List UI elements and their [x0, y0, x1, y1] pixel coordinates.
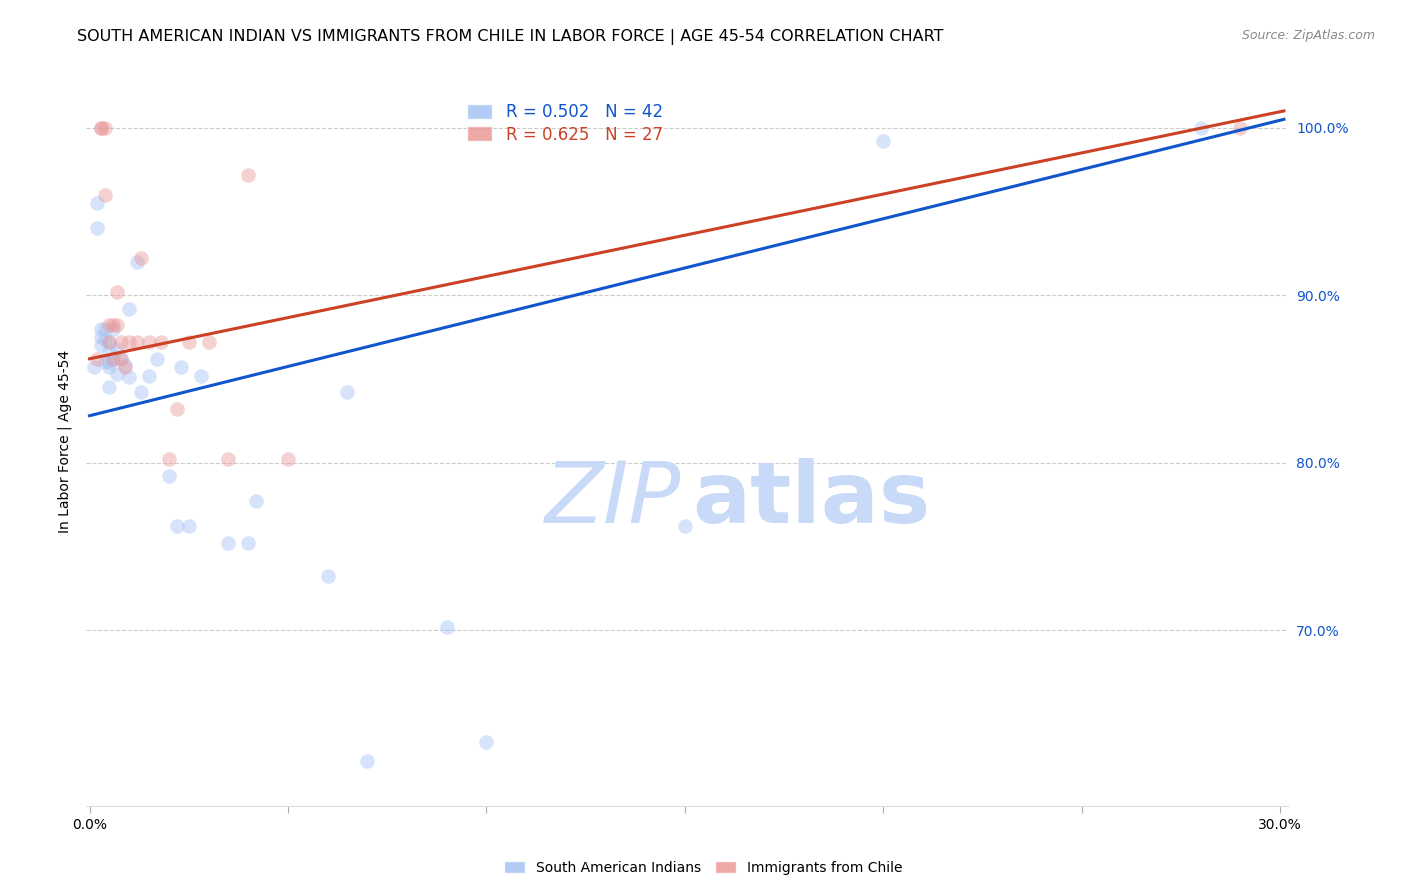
- Point: [103, 351, 125, 366]
- Point: [103, 318, 125, 333]
- Point: [86, 351, 108, 366]
- Point: [129, 385, 152, 400]
- Point: [98, 380, 121, 394]
- Point: [98, 334, 121, 349]
- Point: [277, 452, 299, 467]
- Point: [98, 345, 121, 359]
- Point: [86, 221, 108, 235]
- Point: [127, 254, 149, 268]
- Point: [110, 351, 132, 366]
- Point: [103, 351, 125, 366]
- Point: [103, 321, 125, 335]
- Text: atlas: atlas: [693, 458, 931, 541]
- Point: [110, 334, 132, 349]
- Point: [129, 252, 152, 266]
- Point: [166, 519, 188, 533]
- Point: [98, 355, 121, 369]
- Point: [90, 321, 112, 335]
- Point: [356, 754, 378, 768]
- Point: [149, 334, 172, 349]
- Point: [1229, 120, 1251, 135]
- Point: [336, 385, 359, 400]
- Point: [157, 469, 180, 483]
- Point: [146, 351, 169, 366]
- Point: [138, 368, 160, 383]
- Point: [157, 452, 180, 467]
- Y-axis label: In Labor Force | Age 45-54: In Labor Force | Age 45-54: [58, 350, 72, 533]
- Text: ZIP: ZIP: [544, 458, 681, 541]
- Point: [98, 360, 121, 375]
- Point: [94, 334, 117, 348]
- Point: [105, 342, 128, 356]
- Point: [90, 120, 112, 135]
- Point: [127, 334, 149, 349]
- Point: [105, 285, 128, 299]
- Legend: R = 0.502   N = 42, R = 0.625   N = 27: R = 0.502 N = 42, R = 0.625 N = 27: [461, 96, 669, 150]
- Point: [217, 452, 239, 467]
- Point: [90, 338, 112, 352]
- Point: [190, 368, 212, 383]
- Legend: South American Indians, Immigrants from Chile: South American Indians, Immigrants from …: [498, 855, 908, 880]
- Point: [105, 318, 128, 333]
- Point: [118, 370, 141, 384]
- Point: [94, 187, 117, 202]
- Point: [118, 334, 141, 349]
- Point: [90, 330, 112, 344]
- Point: [177, 334, 200, 349]
- Text: Source: ZipAtlas.com: Source: ZipAtlas.com: [1241, 29, 1375, 42]
- Point: [98, 334, 121, 349]
- Point: [83, 360, 105, 375]
- Point: [98, 318, 121, 333]
- Point: [245, 494, 267, 508]
- Point: [90, 120, 112, 135]
- Point: [436, 620, 458, 634]
- Point: [94, 120, 117, 135]
- Point: [166, 402, 188, 417]
- Point: [86, 196, 108, 211]
- Point: [110, 351, 132, 366]
- Point: [105, 367, 128, 381]
- Point: [177, 519, 200, 533]
- Point: [94, 355, 117, 369]
- Point: [197, 334, 219, 349]
- Point: [1189, 120, 1212, 135]
- Point: [238, 168, 260, 182]
- Point: [118, 301, 141, 316]
- Point: [872, 134, 894, 148]
- Point: [138, 334, 160, 349]
- Point: [673, 519, 696, 533]
- Point: [316, 569, 339, 583]
- Point: [94, 321, 117, 335]
- Point: [170, 360, 193, 375]
- Point: [114, 360, 136, 375]
- Text: SOUTH AMERICAN INDIAN VS IMMIGRANTS FROM CHILE IN LABOR FORCE | AGE 45-54 CORREL: SOUTH AMERICAN INDIAN VS IMMIGRANTS FROM…: [77, 29, 943, 45]
- Point: [475, 735, 498, 749]
- Point: [114, 359, 136, 373]
- Point: [217, 536, 239, 550]
- Point: [238, 536, 260, 550]
